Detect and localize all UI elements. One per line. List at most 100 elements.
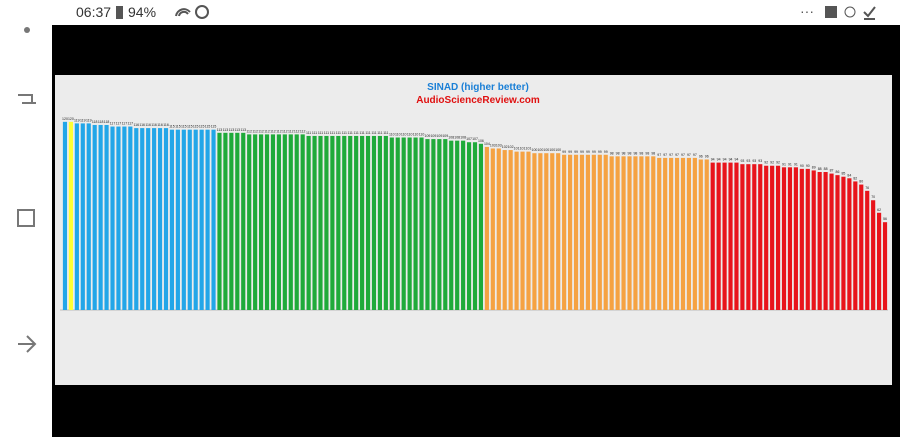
bar [140, 128, 145, 310]
bar [841, 176, 846, 310]
data-label: 112 [270, 129, 276, 133]
bar [728, 162, 733, 310]
bar [657, 157, 662, 310]
bar [817, 172, 822, 310]
data-label: 97 [663, 153, 667, 157]
data-label: 98 [616, 151, 620, 155]
data-label: 92 [764, 161, 768, 165]
data-label: 112 [264, 129, 270, 133]
bar [86, 123, 91, 311]
data-label: 107 [466, 137, 472, 141]
bar [775, 165, 781, 310]
bar [805, 168, 810, 310]
bar [128, 126, 133, 310]
bar [484, 146, 489, 310]
bar [532, 153, 537, 310]
bar [193, 129, 198, 310]
bar [371, 135, 377, 310]
data-label: 85 [841, 172, 845, 176]
data-label: 110 [401, 133, 407, 137]
bar [573, 154, 579, 310]
data-label: 84 [847, 173, 851, 177]
bar [567, 154, 573, 310]
bar [365, 135, 371, 310]
back-button[interactable] [18, 335, 37, 353]
data-label: 110 [389, 133, 395, 137]
bar [550, 153, 555, 310]
data-label: 115 [175, 125, 181, 129]
bar [680, 157, 686, 310]
facebook-icon [825, 6, 837, 18]
wifi-icon [175, 8, 191, 17]
data-label: 102 [502, 145, 508, 149]
bar [823, 172, 828, 310]
data-label: 115 [181, 125, 187, 129]
bar [746, 164, 751, 310]
bar [300, 134, 305, 310]
data-label: 99 [562, 150, 566, 154]
data-label: 112 [288, 129, 294, 133]
data-label: 116 [151, 123, 157, 127]
data-label: 100 [555, 148, 561, 152]
dot-icon [24, 27, 30, 33]
bar [455, 140, 460, 310]
data-label: 113 [240, 128, 246, 132]
data-label: 113 [217, 128, 223, 132]
bar [330, 135, 335, 310]
data-label: 117 [116, 122, 122, 126]
data-label: 98 [633, 151, 637, 155]
data-label: 111 [342, 131, 347, 135]
data-label: 56 [883, 217, 887, 221]
bar [264, 134, 270, 310]
data-label: 109 [430, 134, 436, 138]
data-label: 115 [187, 125, 193, 129]
data-label: 112 [258, 129, 264, 133]
bar [496, 148, 501, 310]
data-label: 94 [723, 158, 727, 162]
data-label: 80 [859, 180, 863, 184]
data-label: 94 [729, 158, 733, 162]
bar [710, 162, 715, 310]
data-label: 108 [448, 136, 454, 140]
rotate-icon[interactable] [18, 94, 36, 104]
data-label: 100 [537, 148, 543, 152]
data-label: 98 [622, 151, 626, 155]
bar [799, 168, 804, 310]
bar [80, 123, 85, 311]
bar [377, 135, 383, 310]
data-label: 108 [460, 136, 466, 140]
bar [419, 137, 424, 310]
data-label: 103 [490, 143, 496, 147]
bar [163, 128, 169, 310]
data-label: 112 [300, 129, 306, 133]
data-label: 88 [818, 167, 822, 171]
bar [882, 222, 888, 310]
data-label: 101 [520, 147, 526, 151]
bar [544, 153, 549, 310]
bar [793, 167, 798, 310]
bar [318, 135, 323, 310]
data-label: 86 [836, 170, 840, 174]
bar [169, 129, 175, 310]
data-label: 116 [139, 123, 145, 127]
recent-apps[interactable] [17, 209, 35, 227]
data-label: 101 [514, 147, 520, 151]
data-label: 116 [145, 123, 151, 127]
data-label: 88 [824, 167, 828, 171]
data-label: 113 [235, 128, 241, 132]
data-label: 94 [717, 158, 721, 162]
alarm-icon [195, 5, 209, 19]
data-label: 109 [425, 134, 431, 138]
bar [324, 135, 329, 310]
data-label: 100 [543, 148, 549, 152]
data-label: 111 [353, 131, 358, 135]
bar [609, 156, 614, 310]
data-label: 94 [711, 158, 715, 162]
data-label: 117 [122, 122, 128, 126]
menu-dots[interactable]: ··· [800, 3, 814, 19]
bar [449, 140, 454, 310]
data-label: 96 [705, 154, 709, 158]
bar [663, 157, 668, 310]
bar [199, 129, 204, 310]
